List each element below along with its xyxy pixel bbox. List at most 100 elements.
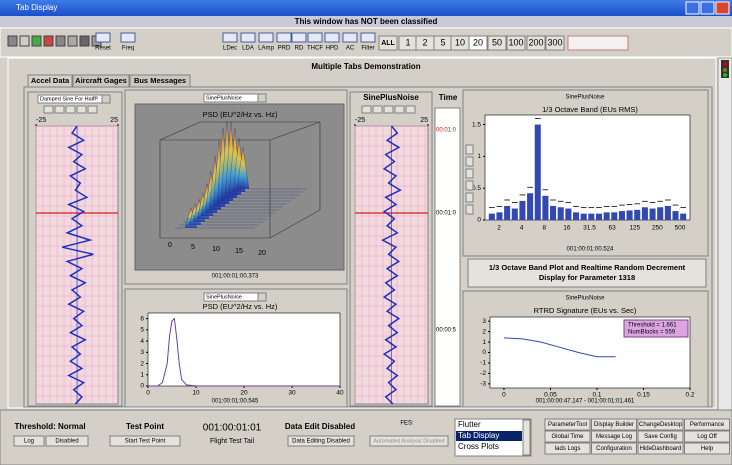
strip-tick-label: -25 xyxy=(36,117,46,124)
desktop-button[interactable] xyxy=(637,418,684,431)
tool-icon[interactable] xyxy=(222,32,238,43)
toolbar-icon[interactable] xyxy=(79,35,90,47)
side-button[interactable] xyxy=(465,168,474,179)
status-button-label: Automated Analysis Disabled xyxy=(373,438,444,444)
dropdown-arrow[interactable] xyxy=(257,292,267,302)
desktop-button[interactable] xyxy=(637,430,684,443)
desktop-button[interactable] xyxy=(591,442,637,455)
close-button[interactable] xyxy=(715,1,730,15)
strip-button[interactable] xyxy=(405,105,416,114)
toolbar-icon[interactable] xyxy=(55,35,66,47)
bar xyxy=(504,206,511,220)
x-tick-label: 4 xyxy=(520,225,524,232)
desktop-button[interactable] xyxy=(544,442,591,455)
bar xyxy=(488,213,495,220)
bar xyxy=(680,213,687,220)
status-button[interactable] xyxy=(13,435,45,447)
scale-button[interactable] xyxy=(506,35,526,51)
time-label: 00:00:5 xyxy=(436,328,457,334)
dropdown-arrow[interactable] xyxy=(257,93,267,103)
tool-icon[interactable] xyxy=(342,32,358,43)
strip-button[interactable] xyxy=(394,105,405,114)
strip-button[interactable] xyxy=(361,105,372,114)
tab[interactable] xyxy=(27,74,73,88)
x-tick-label: 2 xyxy=(497,225,501,232)
dropdown-arrow[interactable] xyxy=(101,94,111,104)
tool-icon[interactable] xyxy=(120,32,136,43)
bar xyxy=(557,207,564,220)
status-button[interactable] xyxy=(45,435,89,447)
status-button[interactable] xyxy=(109,435,181,447)
toolbar-icon[interactable] xyxy=(31,35,42,47)
side-button[interactable] xyxy=(465,192,474,203)
strip-tick-label: -25 xyxy=(355,117,365,124)
strip-button[interactable] xyxy=(65,105,76,114)
side-button[interactable] xyxy=(465,156,474,167)
desktop-button[interactable] xyxy=(544,430,591,443)
strip-button[interactable] xyxy=(372,105,383,114)
scale-button[interactable] xyxy=(468,35,488,51)
minimize-button[interactable] xyxy=(685,1,700,15)
tool-icon[interactable] xyxy=(291,32,307,43)
scale-label: 5 xyxy=(440,37,445,47)
status-button[interactable] xyxy=(287,435,355,447)
tool-icon[interactable] xyxy=(240,32,256,43)
x-tick-label: 40 xyxy=(336,390,344,397)
toolbar-icon[interactable] xyxy=(7,35,18,47)
strip-tick-label: 25 xyxy=(110,117,118,124)
tool-icon[interactable] xyxy=(95,32,111,43)
toolbar-icon[interactable] xyxy=(19,35,30,47)
list-scroll[interactable] xyxy=(522,419,531,456)
tool-icon[interactable] xyxy=(307,32,323,43)
strip-button[interactable] xyxy=(76,105,87,114)
status-button-label: Disabled xyxy=(55,439,78,445)
strip-button[interactable] xyxy=(87,105,98,114)
light-green xyxy=(723,73,727,77)
strip-button[interactable] xyxy=(383,105,394,114)
list-item: Flutter xyxy=(458,420,481,429)
strip-trace xyxy=(381,125,402,405)
desktop-button[interactable] xyxy=(591,430,637,443)
scrollbar[interactable] xyxy=(717,57,732,411)
scale-button[interactable] xyxy=(378,35,398,51)
bar xyxy=(611,212,618,220)
y-tick-label: 0 xyxy=(482,349,486,356)
bar xyxy=(672,211,679,220)
waterfall-tick-label: 5 xyxy=(191,244,195,251)
tool-icon[interactable] xyxy=(258,32,274,43)
tool-icon[interactable] xyxy=(276,32,292,43)
tool-icon[interactable] xyxy=(324,32,340,43)
side-button[interactable] xyxy=(465,144,474,155)
bar xyxy=(588,213,595,220)
tab-label: Aircraft Gages xyxy=(75,76,127,85)
scale-button[interactable] xyxy=(526,35,546,51)
desktop-button-label: Log Off xyxy=(697,434,717,440)
desktop-button[interactable] xyxy=(684,442,730,455)
desktop-button[interactable] xyxy=(591,418,637,431)
time-title: Time xyxy=(439,93,458,102)
strip-button[interactable] xyxy=(43,105,54,114)
toolbar-icon[interactable] xyxy=(67,35,78,47)
x-tick-label: 125 xyxy=(629,225,640,232)
tab[interactable] xyxy=(72,74,130,88)
maximize-button[interactable] xyxy=(700,1,715,15)
x-tick-label: 0.1 xyxy=(592,392,601,399)
desktop-button[interactable] xyxy=(684,418,730,431)
status-button[interactable] xyxy=(369,435,449,447)
x-tick-label: 63 xyxy=(609,225,617,232)
desktop-button[interactable] xyxy=(684,430,730,443)
side-button[interactable] xyxy=(465,180,474,191)
toolbar-icon[interactable] xyxy=(43,35,54,47)
tool-icon[interactable] xyxy=(360,32,376,43)
desktop-button[interactable] xyxy=(544,418,591,431)
strip-button[interactable] xyxy=(54,105,65,114)
scale-button[interactable] xyxy=(487,35,507,51)
y-tick-label: 3 xyxy=(482,318,486,325)
tab[interactable] xyxy=(129,74,191,88)
desktop-button[interactable] xyxy=(637,442,684,455)
side-button[interactable] xyxy=(465,204,474,215)
bar xyxy=(626,210,633,220)
scale-button[interactable] xyxy=(545,35,565,51)
scale-label: 20 xyxy=(473,37,483,47)
